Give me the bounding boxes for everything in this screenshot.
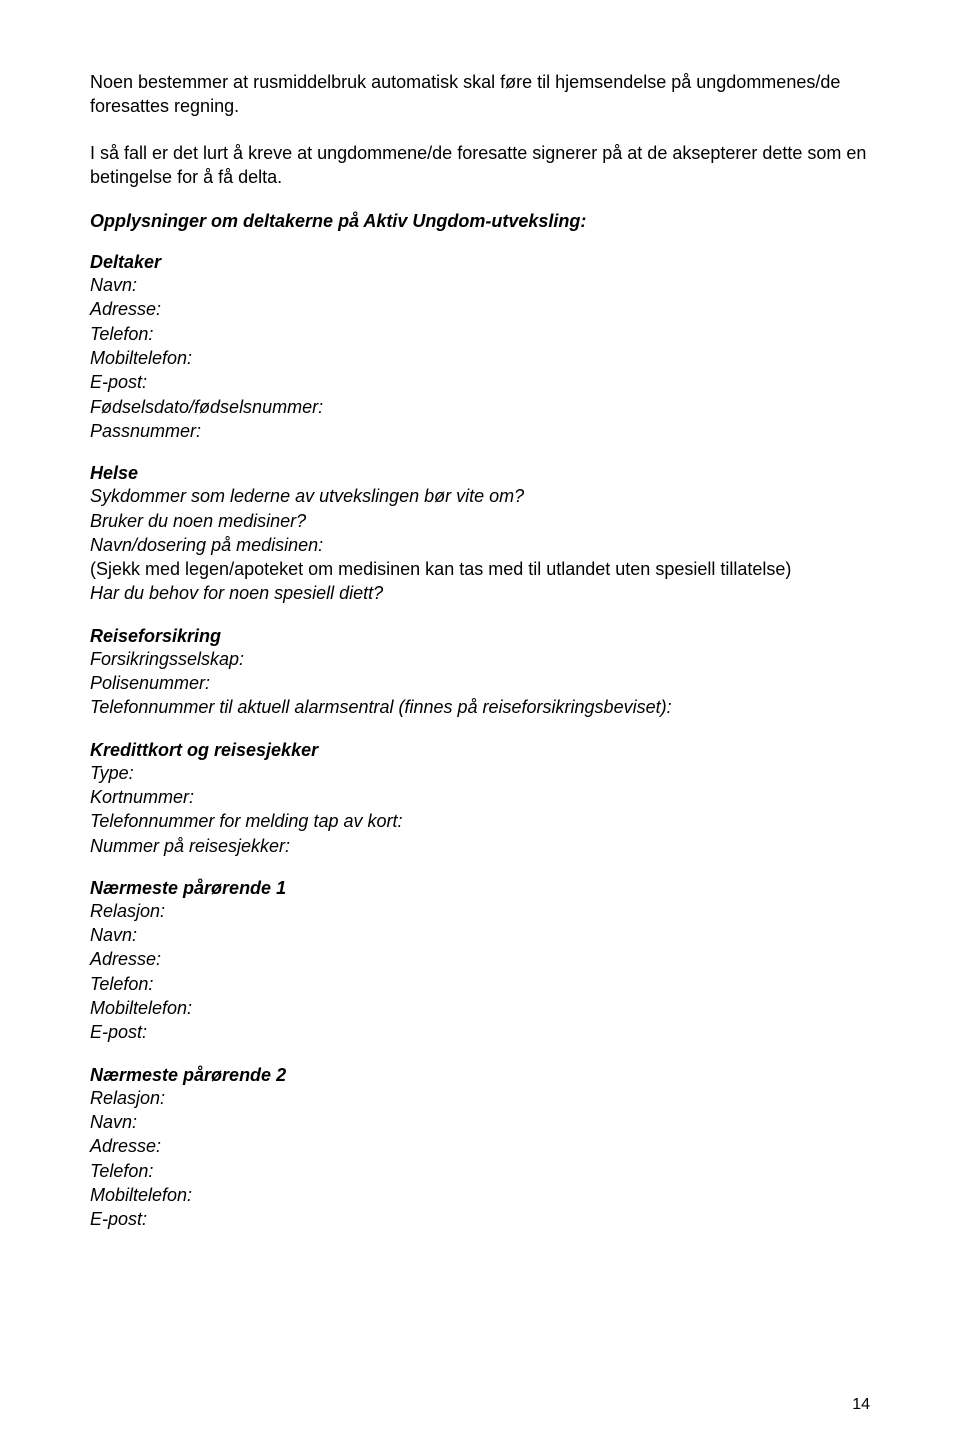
paror1-adresse: Adresse: xyxy=(90,947,870,971)
paror1-mobil: Mobiltelefon: xyxy=(90,996,870,1020)
reise-title: Reiseforsikring xyxy=(90,626,870,647)
helse-q5: Har du behov for noen spesiell diett? xyxy=(90,581,870,605)
deltaker-epost: E-post: xyxy=(90,370,870,394)
paror2-relasjon: Relasjon: xyxy=(90,1086,870,1110)
paror1-epost: E-post: xyxy=(90,1020,870,1044)
reise-selskap: Forsikringsselskap: xyxy=(90,647,870,671)
paror2-navn: Navn: xyxy=(90,1110,870,1134)
paror1-telefon: Telefon: xyxy=(90,972,870,996)
deltaker-pass: Passnummer: xyxy=(90,419,870,443)
kreditt-title: Kredittkort og reisesjekker xyxy=(90,740,870,761)
deltaker-title: Deltaker xyxy=(90,252,870,273)
helse-q2: Bruker du noen medisiner? xyxy=(90,509,870,533)
intro-paragraph-2: I så fall er det lurt å kreve at ungdomm… xyxy=(90,141,870,190)
paror1-title: Nærmeste pårørende 1 xyxy=(90,878,870,899)
deltaker-adresse: Adresse: xyxy=(90,297,870,321)
paror1-navn: Navn: xyxy=(90,923,870,947)
reise-tlf: Telefonnummer til aktuell alarmsentral (… xyxy=(90,695,870,719)
paror1-relasjon: Relasjon: xyxy=(90,899,870,923)
helse-q1: Sykdommer som lederne av utvekslingen bø… xyxy=(90,484,870,508)
paror2-title: Nærmeste pårørende 2 xyxy=(90,1065,870,1086)
paror2-epost: E-post: xyxy=(90,1207,870,1231)
kreditt-type: Type: xyxy=(90,761,870,785)
opplysninger-title: Opplysninger om deltakerne på Aktiv Ungd… xyxy=(90,211,870,232)
page-number: 14 xyxy=(852,1396,870,1414)
document-page: Noen bestemmer at rusmiddelbruk automati… xyxy=(0,0,960,1454)
deltaker-navn: Navn: xyxy=(90,273,870,297)
deltaker-telefon: Telefon: xyxy=(90,322,870,346)
kreditt-tlf: Telefonnummer for melding tap av kort: xyxy=(90,809,870,833)
paror2-telefon: Telefon: xyxy=(90,1159,870,1183)
helse-q3: Navn/dosering på medisinen: xyxy=(90,533,870,557)
kreditt-kortnr: Kortnummer: xyxy=(90,785,870,809)
deltaker-fodsel: Fødselsdato/fødselsnummer: xyxy=(90,395,870,419)
intro-paragraph-1: Noen bestemmer at rusmiddelbruk automati… xyxy=(90,70,870,119)
paror2-adresse: Adresse: xyxy=(90,1134,870,1158)
kreditt-sjekker: Nummer på reisesjekker: xyxy=(90,834,870,858)
helse-title: Helse xyxy=(90,463,870,484)
reise-polise: Polisenummer: xyxy=(90,671,870,695)
helse-q4: (Sjekk med legen/apoteket om medisinen k… xyxy=(90,557,870,581)
paror2-mobil: Mobiltelefon: xyxy=(90,1183,870,1207)
deltaker-mobil: Mobiltelefon: xyxy=(90,346,870,370)
